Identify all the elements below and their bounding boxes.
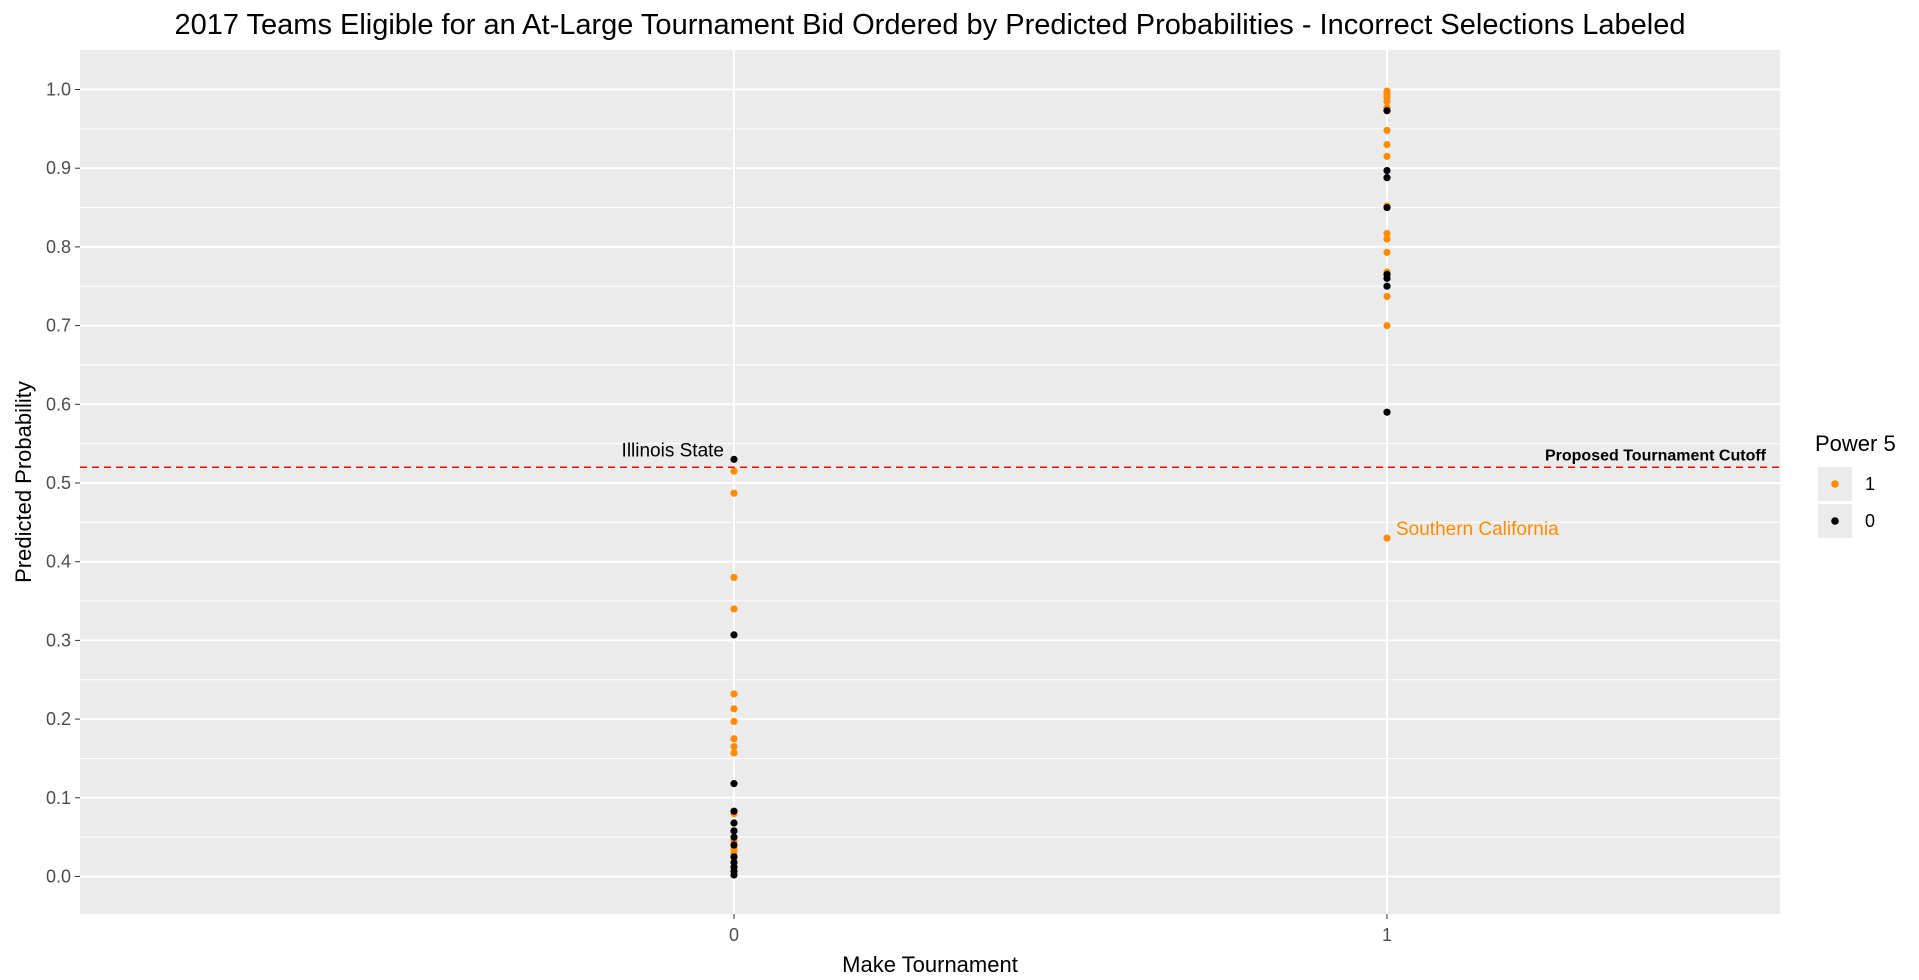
data-point xyxy=(1383,408,1391,416)
y-tick-label: 1.0 xyxy=(46,80,71,100)
data-point xyxy=(730,573,738,582)
data-point xyxy=(1383,97,1391,105)
data-point xyxy=(1383,235,1391,243)
data-point xyxy=(730,819,738,827)
data-point xyxy=(730,717,738,726)
y-tick-label: 0.2 xyxy=(46,709,71,729)
grid-lines xyxy=(80,50,1780,914)
legend-swatch xyxy=(1831,480,1839,488)
data-point xyxy=(1383,229,1391,238)
y-tick-label: 0.9 xyxy=(46,158,71,178)
y-tick-label: 0.7 xyxy=(46,316,71,336)
data-point xyxy=(1383,248,1391,257)
y-tick-label: 0.4 xyxy=(46,552,71,572)
data-point xyxy=(730,455,738,463)
y-axis-title: Predicted Probability xyxy=(11,381,36,583)
data-point xyxy=(730,489,738,497)
x-tick-label: 0 xyxy=(729,925,739,945)
y-tick-label: 0.8 xyxy=(46,237,71,257)
data-point xyxy=(1383,174,1391,182)
data-point xyxy=(730,735,738,743)
x-tick-label: 1 xyxy=(1382,925,1392,945)
legend-swatch xyxy=(1831,517,1839,525)
annotation-layer: Illinois State Southern California xyxy=(622,440,1560,540)
data-points xyxy=(730,87,1391,879)
legend: Power 5 1 0 xyxy=(1815,431,1896,538)
data-point xyxy=(1383,282,1391,290)
data-point xyxy=(730,780,738,788)
cutoff-label: Proposed Tournament Cutoff xyxy=(1545,447,1767,464)
data-point xyxy=(730,631,738,639)
data-point xyxy=(1383,322,1391,330)
data-point xyxy=(730,871,738,879)
data-point xyxy=(730,807,738,815)
data-point xyxy=(730,749,738,757)
data-point xyxy=(1383,166,1391,175)
point-annotation: Illinois State xyxy=(622,440,724,461)
y-tick-label: 0.6 xyxy=(46,394,71,414)
data-point xyxy=(730,841,738,849)
data-point xyxy=(1383,534,1391,542)
data-point xyxy=(1383,203,1391,212)
legend-label: 1 xyxy=(1865,474,1875,494)
data-point xyxy=(1383,140,1391,149)
cutoff-layer: Proposed Tournament Cutoff xyxy=(80,447,1780,469)
legend-title: Power 5 xyxy=(1815,431,1896,456)
chart-title: 2017 Teams Eligible for an At-Large Tour… xyxy=(174,9,1685,41)
y-tick-label: 0.5 xyxy=(46,473,71,493)
y-axis: 0.0 0.1 0.2 0.3 0.4 0.5 0.6 0.7 0.8 0.9 1.0 xyxy=(46,80,80,887)
x-axis-title: Make Tournament xyxy=(842,952,1018,977)
data-point xyxy=(1383,152,1391,160)
data-point xyxy=(730,827,738,835)
data-point xyxy=(730,605,738,613)
y-tick-label: 0.1 xyxy=(46,788,71,808)
data-point xyxy=(1383,126,1391,135)
data-point xyxy=(730,690,738,698)
data-point xyxy=(730,833,738,841)
data-point xyxy=(1383,274,1391,282)
data-point xyxy=(730,467,738,475)
data-point xyxy=(730,853,738,861)
legend-label: 0 xyxy=(1865,511,1875,531)
data-point xyxy=(1383,107,1391,115)
data-point xyxy=(730,743,738,751)
point-annotation: Southern California xyxy=(1396,519,1559,540)
y-tick-label: 0.3 xyxy=(46,630,71,650)
y-tick-label: 0.0 xyxy=(46,867,71,887)
data-point xyxy=(1383,292,1391,301)
data-point xyxy=(730,705,738,713)
